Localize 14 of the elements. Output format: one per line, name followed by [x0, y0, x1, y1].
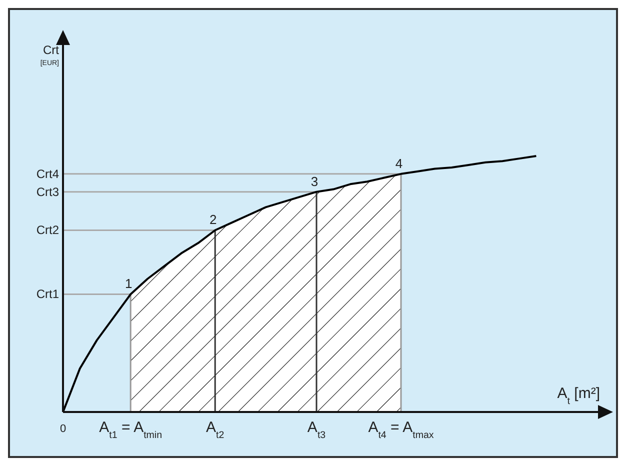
x-tick-label: A$_{t3}$ [307, 419, 326, 440]
annotation: 2 [209, 212, 217, 228]
ref-line-label: Crt2 [36, 223, 60, 238]
x-tick-label: A$_{t2}$ [206, 419, 224, 440]
x-tick-label: A$_{t4}$ = A$_{tmax}$ [368, 419, 434, 440]
x-tick-label: 0 [60, 423, 66, 435]
ref-line-label: Crt4 [36, 166, 60, 181]
x-axis-title: A$_{t}$ [m²] [557, 385, 600, 406]
annotation: 3 [310, 174, 318, 189]
ref-line-label: Crt1 [36, 287, 60, 302]
annotation: 4 [395, 156, 403, 171]
annotation: 1 [124, 276, 132, 292]
ref-line-label: Crt3 [36, 184, 60, 199]
x-tick-label: A$_{t1}$ = A$_{tmin}$ [99, 419, 162, 440]
